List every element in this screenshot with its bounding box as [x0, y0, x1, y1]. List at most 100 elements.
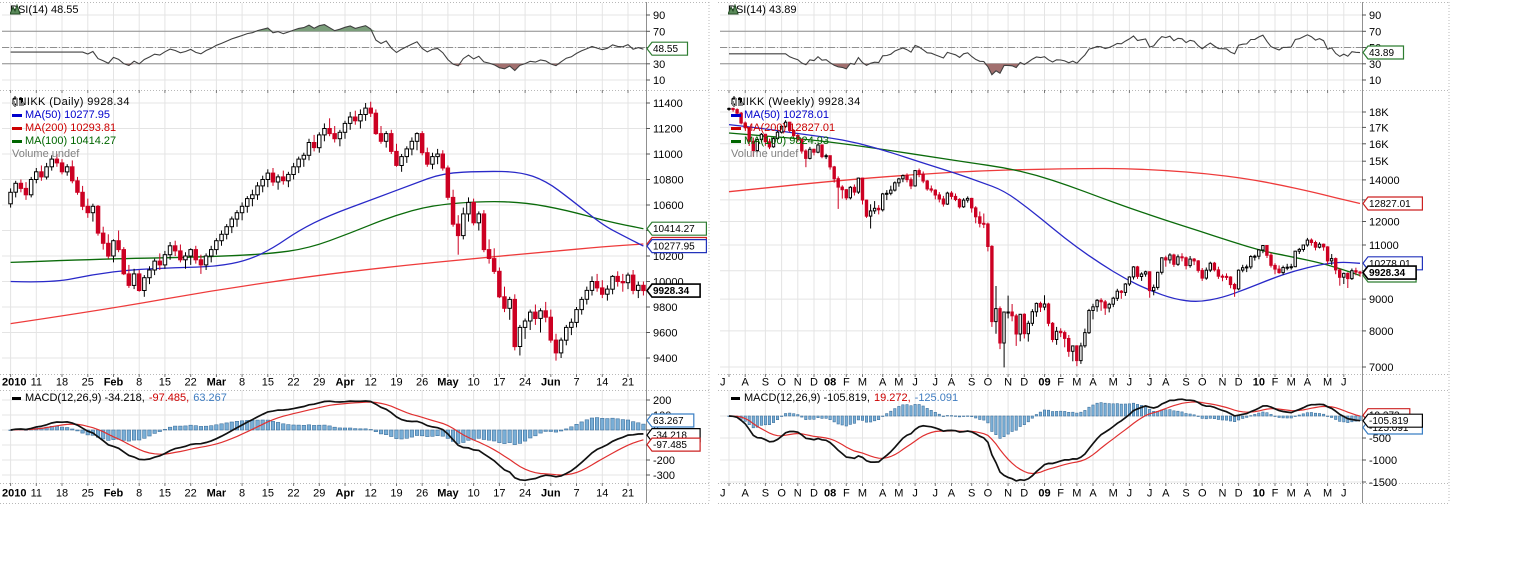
svg-text:A: A	[1304, 488, 1312, 500]
svg-text:12: 12	[365, 377, 377, 389]
svg-text:9800: 9800	[653, 302, 677, 314]
svg-text:-200: -200	[653, 455, 675, 467]
svg-text:D: D	[1235, 377, 1243, 389]
svg-text:D: D	[1020, 488, 1028, 500]
macd-value-label: MACD(12,26,9) -105.819,	[744, 392, 870, 404]
svg-text:J: J	[933, 488, 939, 500]
ma200-line-swatch	[731, 127, 741, 130]
legend-ma200: MA(200) 12827.01	[731, 122, 861, 135]
svg-text:M: M	[894, 377, 903, 389]
legend-ma100: MA(100) 9824.93	[731, 135, 861, 148]
svg-text:-34.218: -34.218	[653, 431, 687, 442]
svg-text:26: 26	[416, 377, 428, 389]
svg-text:30: 30	[1369, 59, 1381, 71]
svg-text:8: 8	[239, 377, 245, 389]
svg-text:17: 17	[493, 377, 505, 389]
svg-text:Apr: Apr	[336, 488, 356, 500]
signal-value-label: 19.272,	[873, 392, 911, 404]
svg-text:M: M	[894, 488, 903, 500]
svg-text:10414.27: 10414.27	[653, 224, 695, 235]
svg-text:J: J	[1127, 488, 1133, 500]
svg-text:S: S	[968, 377, 975, 389]
svg-text:J: J	[933, 377, 939, 389]
svg-text:10: 10	[653, 75, 665, 87]
svg-text:A: A	[1089, 488, 1097, 500]
svg-text:D: D	[1020, 377, 1028, 389]
svg-text:F: F	[843, 377, 850, 389]
svg-text:16K: 16K	[1369, 139, 1389, 151]
svg-text:7: 7	[573, 488, 579, 500]
svg-text:10278.01: 10278.01	[1369, 259, 1411, 270]
svg-text:2010: 2010	[2, 377, 26, 389]
svg-text:21: 21	[622, 377, 634, 389]
svg-text:-500: -500	[1369, 433, 1391, 445]
svg-text:A: A	[948, 377, 956, 389]
svg-text:A: A	[1304, 377, 1312, 389]
svg-text:S: S	[1182, 488, 1189, 500]
svg-text:22: 22	[287, 488, 299, 500]
svg-text:A: A	[742, 377, 750, 389]
macd-line-swatch	[12, 397, 21, 400]
svg-text:M: M	[1287, 488, 1296, 500]
svg-text:Feb: Feb	[104, 488, 124, 500]
svg-text:O: O	[777, 488, 786, 500]
ma200-label: MA(200) 10293.81	[25, 122, 117, 134]
svg-text:May: May	[437, 377, 459, 389]
svg-text:10600: 10600	[653, 200, 684, 212]
svg-text:A: A	[742, 488, 750, 500]
symbol-title-text: $NIKK (Weekly) 9928.34	[731, 96, 861, 108]
svg-text:N: N	[1004, 377, 1012, 389]
svg-text:70: 70	[653, 26, 665, 38]
svg-text:F: F	[1272, 377, 1279, 389]
svg-text:Apr: Apr	[336, 377, 356, 389]
svg-text:J: J	[1147, 377, 1153, 389]
svg-text:10200: 10200	[653, 251, 684, 263]
symbol-title: $NIKK (Daily) 9928.34	[12, 96, 130, 109]
svg-text:A: A	[948, 488, 956, 500]
svg-text:19: 19	[390, 488, 402, 500]
svg-text:F: F	[843, 488, 850, 500]
macd-label-row: MACD(12,26,9) -34.218, -97.485, 63.267	[12, 392, 227, 405]
ma50-line-swatch	[731, 114, 741, 117]
ma200-label: MA(200) 12827.01	[744, 122, 836, 134]
svg-text:Mar: Mar	[207, 377, 227, 389]
svg-text:18: 18	[56, 377, 68, 389]
svg-text:J: J	[720, 488, 726, 500]
svg-text:7: 7	[573, 377, 579, 389]
svg-text:F: F	[1057, 488, 1064, 500]
rsi-label: RSI(14) 43.89	[728, 4, 797, 16]
area-chart-icon	[10, 4, 21, 15]
svg-text:O: O	[1198, 377, 1207, 389]
legend-ma100: MA(100) 10414.27	[12, 135, 130, 148]
svg-text:15: 15	[262, 488, 274, 500]
histogram-value-label: 63.267	[193, 392, 227, 404]
svg-text:M: M	[1287, 377, 1296, 389]
svg-text:25: 25	[82, 377, 94, 389]
rsi-label-row: RSI(14) 48.55	[10, 4, 78, 17]
svg-text:90: 90	[653, 10, 665, 22]
svg-text:15: 15	[159, 377, 171, 389]
ma100-line-swatch	[731, 140, 741, 143]
svg-text:O: O	[984, 488, 993, 500]
svg-text:O: O	[777, 377, 786, 389]
weekly-chart-plot: 907050301018K17K16K15K140001300012000110…	[718, 0, 1452, 506]
svg-text:10: 10	[1253, 488, 1265, 500]
legend-ma50: MA(50) 10277.95	[12, 109, 130, 122]
svg-text:-300: -300	[653, 470, 675, 482]
symbol-title: $NIKK (Weekly) 9928.34	[731, 96, 861, 109]
ma100-label: MA(100) 9824.93	[744, 135, 829, 147]
svg-text:J: J	[720, 377, 726, 389]
legend-ma200: MA(200) 10293.81	[12, 122, 130, 135]
svg-text:70: 70	[1369, 26, 1381, 38]
svg-text:9600: 9600	[653, 328, 677, 340]
svg-text:O: O	[1198, 488, 1207, 500]
svg-text:200: 200	[653, 395, 671, 407]
svg-text:08: 08	[824, 488, 836, 500]
svg-text:29: 29	[313, 377, 325, 389]
svg-text:11400: 11400	[653, 98, 683, 110]
symbol-title-text: $NIKK (Daily) 9928.34	[12, 96, 130, 108]
svg-text:S: S	[1182, 377, 1189, 389]
svg-text:A: A	[1162, 377, 1170, 389]
svg-text:24: 24	[519, 377, 531, 389]
svg-text:J: J	[1127, 377, 1133, 389]
